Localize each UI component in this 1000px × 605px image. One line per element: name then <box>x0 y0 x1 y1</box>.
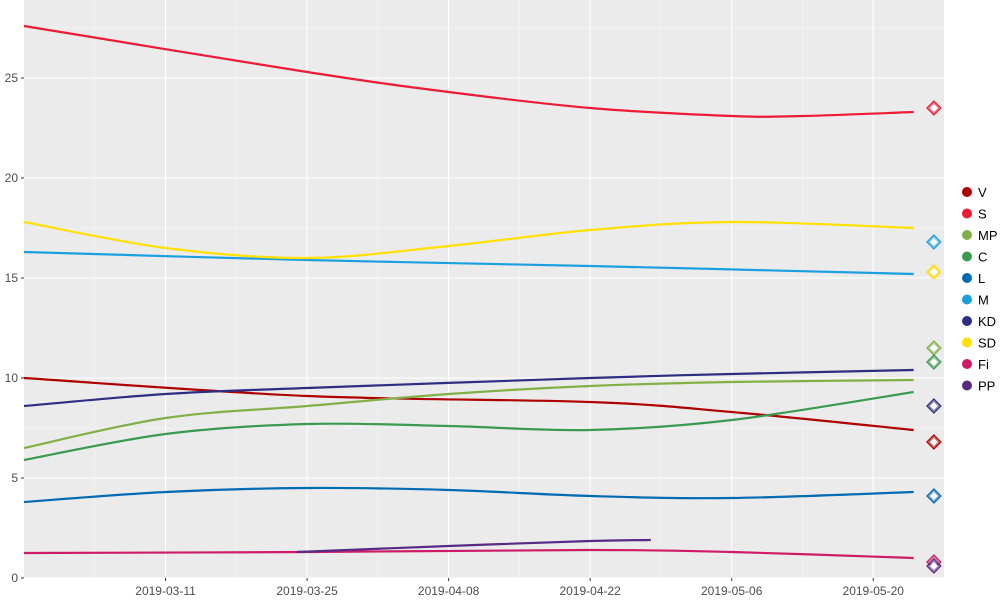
x-tick-label: 2019-04-22 <box>559 584 621 598</box>
y-tick-label: 25 <box>5 71 19 85</box>
legend-label: V <box>978 185 987 200</box>
trend-line-m <box>23 250 914 276</box>
legend-key-fi <box>962 359 972 369</box>
legend-label: M <box>978 293 989 308</box>
x-axis: 2019-03-11 2019-03-25 2019-04-08 2019-04-22… <box>135 578 904 598</box>
gridlines <box>24 0 944 579</box>
legend-label: MP <box>978 228 998 243</box>
legend-key-mp <box>962 230 972 240</box>
legend-label: KD <box>978 314 996 329</box>
trend-line-sd <box>23 220 914 260</box>
x-tick-label: 2019-04-08 <box>418 584 480 598</box>
legend-key-l <box>962 273 972 283</box>
legend-label: Fi <box>978 357 989 372</box>
legend-key-s <box>962 208 972 219</box>
legend-key-kd <box>962 316 972 326</box>
result-marker-inner <box>929 344 938 352</box>
y-axis: 0 5 10 15 20 25 <box>5 71 24 585</box>
x-tick-label: 2019-05-20 <box>843 584 905 598</box>
legend-key-m <box>962 294 972 305</box>
x-tick-label: 2019-03-11 <box>135 584 196 598</box>
legend-key-v <box>962 187 972 197</box>
result-markers <box>926 100 942 574</box>
legend-label: C <box>978 250 987 265</box>
trend-line-s <box>23 24 914 118</box>
result-marker-inner <box>929 104 938 112</box>
series-lines <box>23 24 914 560</box>
x-tick-label: 2019-03-25 <box>276 584 338 598</box>
legend-label: S <box>978 207 987 222</box>
y-tick-label: 15 <box>5 271 19 285</box>
result-marker-inner <box>929 438 938 446</box>
result-marker-inner <box>929 402 938 410</box>
result-marker-inner <box>929 492 938 500</box>
trend-line-fi <box>23 548 914 560</box>
result-marker-inner <box>929 358 938 366</box>
x-tick-label: 2019-05-06 <box>701 584 763 598</box>
trend-line-v <box>23 376 914 432</box>
trend-line-l <box>23 486 914 504</box>
result-marker-inner <box>929 562 938 570</box>
legend-key-sd <box>962 337 972 348</box>
result-marker-inner <box>929 268 938 276</box>
y-tick-label: 10 <box>5 371 19 385</box>
legend-key-pp <box>962 380 972 391</box>
y-tick-label: 20 <box>5 171 19 185</box>
y-tick-label: 0 <box>11 571 18 585</box>
trend-line-pp <box>296 538 651 554</box>
legend-label: L <box>978 271 985 286</box>
result-marker-inner <box>929 238 938 246</box>
legend: VS MP CLM KD SD Fi PP <box>962 185 998 394</box>
trend-line-kd <box>23 368 914 408</box>
trend-line-mp <box>23 378 914 450</box>
legend-label: PP <box>978 379 995 394</box>
trend-line-c <box>23 390 914 462</box>
legend-label: SD <box>978 336 996 351</box>
y-tick-label: 5 <box>11 471 18 485</box>
legend-key-c <box>962 251 972 262</box>
